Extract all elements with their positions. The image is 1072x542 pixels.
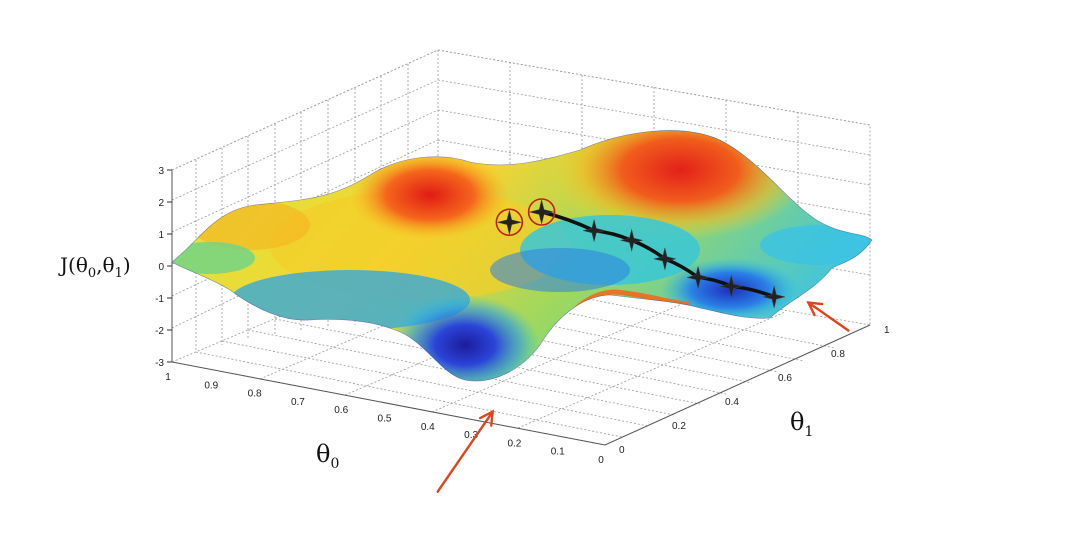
start-point-marker [497, 210, 522, 235]
theta0-tick-label: 0.8 [248, 389, 262, 400]
descent-step-marker [653, 247, 676, 270]
theta0-tick-label: 0.5 [378, 414, 392, 425]
start-point-marker [529, 199, 554, 225]
z-tick-label: 3 [158, 166, 164, 177]
descent-step-marker [620, 229, 643, 252]
z-tick-label: 2 [158, 198, 164, 209]
theta0-tick-label: 0.3 [464, 430, 478, 441]
minimum-arrow-shaft [807, 301, 850, 332]
theta1-tick-label: 0.4 [725, 397, 739, 408]
z-tick-label: 1 [158, 230, 164, 241]
z-tick-label: -3 [155, 358, 164, 369]
theta1-tick-label: 0.8 [831, 349, 845, 360]
theta0-tick-label: 0.9 [204, 380, 218, 391]
minima-arrows [436, 301, 850, 493]
z-tick-label: 0 [158, 262, 164, 273]
theta0-tick-label: 0.7 [291, 397, 305, 408]
theta1-axis-ticks: 0 0.2 0.4 0.6 0.8 1 [619, 325, 890, 456]
gradient-descent-path [539, 210, 786, 308]
theta0-tick-label: 0.6 [334, 405, 348, 416]
descent-step-marker [583, 219, 606, 242]
start-point-circle [495, 208, 524, 237]
theta0-axis-label: θ0 [316, 440, 339, 472]
start-point-circle [527, 198, 556, 226]
z-tick-label: -1 [155, 294, 164, 305]
z-axis-label: J(θ0,θ1) [58, 253, 131, 281]
descent-step-marker [687, 266, 710, 289]
theta1-tick-label: 0.2 [672, 421, 686, 432]
z-axis-ticks: 3 2 1 0 -1 -2 -3 [155, 166, 172, 369]
descent-step-marker [763, 285, 786, 308]
theta0-tick-label: 0 [598, 455, 604, 466]
theta0-tick-label: 0.1 [551, 447, 565, 458]
minimum-arrow-head [478, 409, 495, 427]
theta0-axis-ticks: 1 0.9 0.8 0.7 0.6 0.5 0.4 0.3 0.2 0.1 0 [165, 372, 604, 466]
theta1-tick-label: 0.6 [778, 373, 792, 384]
z-tick-label: -2 [155, 326, 164, 337]
minimum-arrow-shaft [436, 410, 494, 493]
descent-step-marker [720, 275, 743, 298]
start-points [495, 198, 556, 237]
theta0-tick-label: 0.2 [507, 438, 521, 449]
theta1-tick-label: 1 [884, 325, 890, 336]
theta1-axis-label: θ1 [790, 408, 813, 440]
theta0-tick-label: 1 [165, 372, 171, 383]
theta0-tick-label: 0.4 [421, 422, 435, 433]
minimum-arrow-head [806, 301, 824, 317]
theta1-tick-label: 0 [619, 445, 625, 456]
cost-surface [171, 130, 873, 382]
